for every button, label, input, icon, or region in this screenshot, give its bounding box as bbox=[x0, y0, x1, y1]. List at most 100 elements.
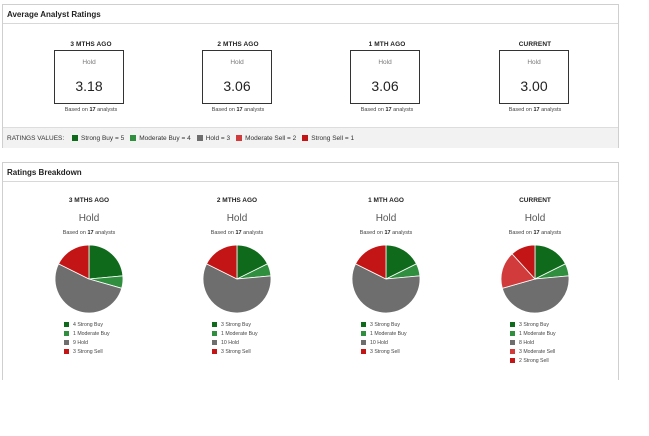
avg-period-1mth: 1 MTH AGO bbox=[337, 41, 437, 48]
avg-rating-value: 3.18 bbox=[75, 78, 103, 94]
pie-legend-row: 10 Hold bbox=[212, 339, 258, 348]
analyst-count: 17 bbox=[533, 230, 540, 236]
legend-swatch bbox=[361, 339, 366, 345]
legend-swatch bbox=[510, 330, 515, 336]
ratings-breakdown-header: Ratings Breakdown bbox=[3, 163, 618, 182]
pie-legend-row: 1 Moderate Buy bbox=[212, 330, 258, 339]
avg-rating-box-3mths: Hold 3.18 bbox=[54, 50, 124, 104]
based-prefix: Based on bbox=[210, 230, 234, 236]
pie-legend-label: 3 Strong Sell bbox=[221, 349, 251, 355]
pie-legend-row: 3 Strong Buy bbox=[510, 321, 556, 330]
pie-legend-row: 3 Strong Buy bbox=[361, 321, 407, 330]
pie-legend-label: 10 Hold bbox=[221, 340, 239, 346]
legend-swatch bbox=[64, 348, 69, 354]
pie-slice bbox=[206, 244, 238, 280]
based-suffix: analysts bbox=[393, 107, 414, 113]
avg-rating-box-current: Hold 3.00 bbox=[499, 50, 569, 104]
pie-legend-label: 3 Strong Buy bbox=[221, 322, 251, 328]
based-suffix: analysts bbox=[244, 107, 265, 113]
based-prefix: Based on bbox=[64, 107, 88, 113]
based-prefix: Based on bbox=[62, 230, 86, 236]
legend-swatch bbox=[302, 135, 309, 141]
avg-rating-value: 3.00 bbox=[520, 78, 548, 94]
analyst-count: 17 bbox=[89, 107, 96, 113]
pie-slice bbox=[88, 244, 124, 280]
legend-swatch bbox=[510, 357, 515, 363]
avg-based-on-current: Based on 17 analysts bbox=[485, 107, 585, 113]
legend-item-label: Strong Sell = 1 bbox=[311, 135, 355, 142]
legend-swatch bbox=[212, 339, 217, 345]
breakdown-period-title: CURRENT bbox=[519, 197, 551, 204]
pie-legend-label: 3 Moderate Sell bbox=[519, 349, 556, 355]
average-ratings-header: Average Analyst Ratings bbox=[3, 5, 618, 24]
pie-legend: 3 Strong Buy 1 Moderate Buy 10 Hold 3 Stron… bbox=[212, 321, 258, 357]
avg-consensus-label: Hold bbox=[82, 59, 96, 66]
legend-swatch bbox=[510, 321, 515, 327]
legend-swatch bbox=[510, 348, 515, 354]
legend-swatch bbox=[212, 330, 217, 336]
avg-rating-box-1mth: Hold 3.06 bbox=[350, 50, 420, 104]
pie-legend-label: 4 Strong Buy bbox=[73, 322, 103, 328]
pie-slice bbox=[351, 263, 421, 314]
based-prefix: Based on bbox=[211, 107, 235, 113]
pie-legend-row: 3 Strong Buy bbox=[212, 321, 258, 330]
based-suffix: analysts bbox=[243, 230, 264, 236]
based-prefix: Based on bbox=[359, 230, 383, 236]
avg-based-on-1mth: Based on 17 analysts bbox=[337, 107, 437, 113]
breakdown-consensus: Hold bbox=[226, 213, 248, 224]
based-suffix: analysts bbox=[95, 230, 116, 236]
legend-swatch bbox=[361, 348, 366, 354]
breakdown-based-on: Based on 17 analysts bbox=[475, 230, 595, 236]
pie-slice bbox=[202, 263, 272, 314]
pie-legend-label: 1 Moderate Buy bbox=[519, 331, 556, 337]
based-suffix: analysts bbox=[541, 107, 562, 113]
legend-swatch bbox=[510, 339, 515, 345]
pie-legend-row: 3 Strong Sell bbox=[212, 348, 258, 357]
pie-legend-label: 1 Moderate Buy bbox=[221, 331, 258, 337]
breakdown-period-title: 2 MTHS AGO bbox=[216, 197, 258, 204]
pie-slice bbox=[511, 244, 536, 281]
ratings-pie-chart bbox=[202, 244, 272, 314]
pie-legend-label: 1 Moderate Buy bbox=[370, 331, 407, 337]
pie-legend-label: 1 Moderate Buy bbox=[73, 331, 110, 337]
avg-based-on-2mths: Based on 17 analysts bbox=[188, 107, 288, 113]
pie-slice bbox=[54, 263, 123, 314]
legend-swatch bbox=[64, 321, 69, 327]
pie-legend-label: 2 Strong Sell bbox=[519, 358, 549, 364]
pie-legend: 3 Strong Buy 1 Moderate Buy 10 Hold 3 Stron… bbox=[361, 321, 407, 357]
pie-legend-label: 3 Strong Buy bbox=[370, 322, 400, 328]
legend-swatch bbox=[361, 330, 366, 336]
based-prefix: Based on bbox=[508, 107, 532, 113]
pie-legend-row: 8 Hold bbox=[510, 339, 556, 348]
pie-legend-row: 3 Strong Sell bbox=[64, 348, 110, 357]
analyst-count: 17 bbox=[235, 230, 242, 236]
legend-swatch bbox=[64, 339, 69, 345]
based-suffix: analysts bbox=[392, 230, 413, 236]
legend-swatch bbox=[212, 321, 217, 327]
pie-slice bbox=[58, 244, 90, 280]
pie-legend-label: 8 Hold bbox=[519, 340, 534, 346]
avg-rating-box-2mths: Hold 3.06 bbox=[202, 50, 272, 104]
ratings-pie-chart bbox=[54, 244, 124, 314]
pie-legend-row: 1 Moderate Buy bbox=[64, 330, 110, 339]
legend-swatch bbox=[236, 135, 243, 141]
avg-period-title: 1 MTH AGO bbox=[368, 41, 406, 48]
breakdown-based-on: Based on 17 analysts bbox=[326, 230, 446, 236]
pie-legend-row: 2 Strong Sell bbox=[510, 357, 556, 366]
avg-based-on-3mths: Based on 17 analysts bbox=[41, 107, 141, 113]
avg-rating-value: 3.06 bbox=[371, 78, 399, 94]
based-prefix: Based on bbox=[508, 230, 532, 236]
ratings-legend-items: Strong Buy = 5 Moderate Buy = 4 Hold = 3 Mo… bbox=[66, 135, 354, 142]
pie-legend-label: 3 Strong Sell bbox=[370, 349, 400, 355]
pie-legend-row: 1 Moderate Buy bbox=[361, 330, 407, 339]
ratings-pie-chart bbox=[351, 244, 421, 314]
avg-consensus-label: Hold bbox=[527, 59, 541, 66]
legend-swatch bbox=[72, 135, 79, 141]
ratings-pie-chart bbox=[500, 244, 570, 314]
pie-legend-row: 10 Hold bbox=[361, 339, 407, 348]
ratings-values-legend: RATINGS VALUES: Strong Buy = 5 Moderate B… bbox=[3, 127, 618, 148]
avg-period-title: CURRENT bbox=[518, 41, 552, 48]
breakdown-period-title: 1 MTH AGO bbox=[368, 197, 404, 204]
pie-slice bbox=[355, 244, 387, 280]
ratings-breakdown-panel: Ratings Breakdown 3 MTHS AGO Hold Based on… bbox=[2, 162, 619, 380]
